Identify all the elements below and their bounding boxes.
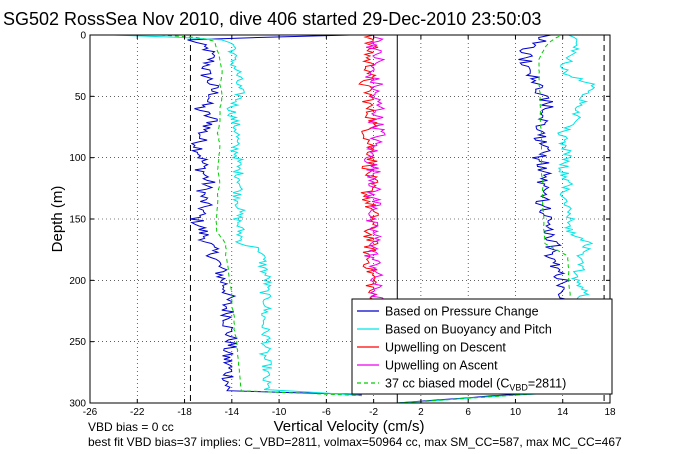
x-tick-label: -18 xyxy=(177,407,192,418)
legend-label-up_ascent: Upwelling on Ascent xyxy=(385,359,498,373)
x-tick-label: 6 xyxy=(465,407,471,418)
legend-box xyxy=(351,298,613,395)
series-line-model-descent xyxy=(160,34,362,397)
plot-area: -26 -22 -18 -14 -10 -6 -2 2 6 10 14 180501001502002… xyxy=(69,31,616,419)
y-tick-label: 50 xyxy=(75,92,87,103)
y-tick-label: 300 xyxy=(69,399,86,410)
legend-label-pressure: Based on Pressure Change xyxy=(385,305,539,319)
x-tick-label: -14 xyxy=(225,407,240,418)
legend-label-buoyancy: Based on Buoyancy and Pitch xyxy=(385,323,552,337)
x-tick-label: -2 xyxy=(369,407,378,418)
legend-label-model: 37 cc biased model (CVBD=2811) xyxy=(385,377,566,393)
x-tick-label: -6 xyxy=(322,407,331,418)
y-tick-label: 100 xyxy=(69,153,86,164)
footer-best-fit: best fit VBD bias=37 implies: C_VBD=2811… xyxy=(88,435,622,449)
x-axis-label: Vertical Velocity (cm/s) xyxy=(274,418,425,435)
x-tick-label: -10 xyxy=(272,407,287,418)
x-tick-label: 10 xyxy=(510,407,522,418)
x-tick-label: 18 xyxy=(604,407,616,418)
footer-vbd-bias: VBD bias = 0 cc xyxy=(88,420,174,434)
legend-label-up_descent: Upwelling on Descent xyxy=(385,341,506,355)
series-line-up_ascent-profile xyxy=(364,35,386,330)
x-tick-label: -22 xyxy=(130,407,145,418)
x-tick-label: -26 xyxy=(83,407,98,418)
x-tick-label: 2 xyxy=(418,407,424,418)
x-tick-label: 14 xyxy=(557,407,569,418)
y-tick-label: 150 xyxy=(69,215,86,226)
y-tick-label: 200 xyxy=(69,276,86,287)
chart-title: SG502 RossSea Nov 2010, dive 406 started… xyxy=(3,9,541,29)
y-tick-label: 250 xyxy=(69,337,86,348)
y-axis-label: Depth (m) xyxy=(49,186,66,253)
series-line-buoyancy-descent xyxy=(113,34,362,397)
legend: Based on Pressure Change Based on Buoyanc… xyxy=(351,298,613,395)
series-line-pressure-descent xyxy=(187,34,362,395)
y-tick-label: 0 xyxy=(80,31,86,42)
